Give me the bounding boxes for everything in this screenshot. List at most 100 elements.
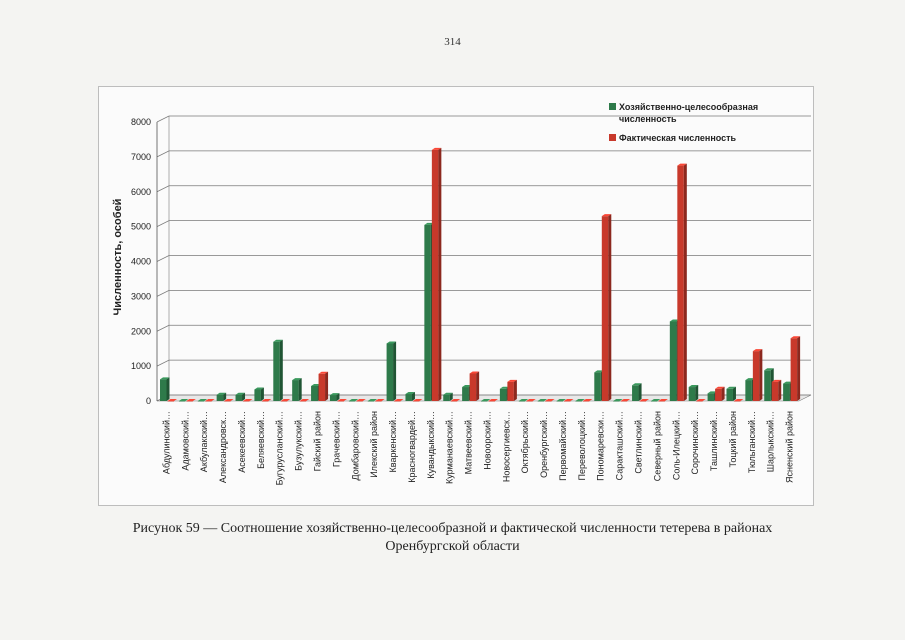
bar-series1-top bbox=[650, 399, 661, 401]
grid-layer bbox=[156, 115, 812, 402]
bar-series1-front bbox=[575, 401, 582, 402]
bar-series2 bbox=[431, 147, 442, 401]
bar-series1-top bbox=[424, 222, 434, 225]
bar-series2 bbox=[601, 214, 612, 401]
bar-series1-front bbox=[745, 380, 752, 401]
gridline bbox=[156, 115, 811, 123]
bar-series2-front bbox=[337, 401, 344, 402]
axis-layer: 0 1000 2000 3000 4000 5000 6000 7000 8000 Абдулин… bbox=[131, 117, 795, 485]
bar-series2-top bbox=[224, 399, 234, 401]
x-tick-label: Грачевский… bbox=[331, 411, 341, 467]
bar-series2 bbox=[394, 399, 404, 402]
y-axis-label: Численность, особей bbox=[112, 199, 124, 316]
bar-series1 bbox=[632, 383, 642, 401]
bar-series1-top bbox=[537, 399, 548, 401]
bar-series1-side bbox=[638, 383, 642, 401]
bar-series2-front bbox=[752, 351, 760, 401]
bar-series2-top bbox=[620, 399, 631, 401]
bar-series2-top bbox=[243, 399, 253, 401]
bar-series2 bbox=[658, 399, 668, 402]
bar-series2-top bbox=[715, 386, 725, 389]
bar-series1-front bbox=[292, 380, 299, 401]
caption-line-1: Рисунок 59 — Соотношение хозяйственно-це… bbox=[132, 521, 773, 536]
bar-series2-top bbox=[431, 147, 442, 150]
bar-series2 bbox=[412, 399, 423, 402]
bar-series2 bbox=[261, 399, 272, 402]
bar-series2 bbox=[620, 399, 631, 402]
y-tick-label: 8000 bbox=[131, 117, 151, 127]
bar-series2-front bbox=[356, 401, 363, 402]
bar-series1 bbox=[537, 399, 548, 402]
bar-series2 bbox=[205, 399, 215, 402]
bar-chart: 0 1000 2000 3000 4000 5000 6000 7000 8000 Абдулин… bbox=[112, 102, 812, 485]
bar-series2-top bbox=[677, 163, 687, 166]
bar-series1 bbox=[273, 339, 283, 401]
bar-series1 bbox=[348, 399, 359, 402]
bar-series1-top bbox=[481, 399, 491, 401]
x-tick-label: Новоорский… bbox=[482, 411, 492, 470]
bar-series2 bbox=[564, 399, 574, 402]
bar-series1-front bbox=[424, 224, 431, 401]
x-tick-label: Новосергиевск… bbox=[501, 411, 511, 482]
bar-series1-top bbox=[575, 399, 585, 401]
bar-series1-front bbox=[707, 393, 715, 401]
bar-series2 bbox=[790, 336, 801, 401]
y-tick-label: 3000 bbox=[131, 291, 151, 301]
bar-series2-top bbox=[375, 399, 385, 401]
x-tick-label: Красногвардей… bbox=[407, 411, 417, 483]
bar-series2-front bbox=[658, 401, 665, 402]
bar-series1-top bbox=[367, 399, 378, 401]
bar-series1 bbox=[329, 393, 340, 401]
bar-series1 bbox=[367, 399, 378, 402]
x-tick-label: Илекский район bbox=[369, 411, 379, 478]
chart-frame: 0 1000 2000 3000 4000 5000 6000 7000 8000 Абдулин… bbox=[98, 86, 814, 506]
x-tick-label: Домбаровский… bbox=[350, 411, 360, 480]
bar-series1 bbox=[726, 386, 736, 401]
bar-series1-front bbox=[518, 401, 526, 402]
bar-series1-top bbox=[594, 370, 604, 373]
bar-series1-top bbox=[235, 392, 246, 395]
bar-series1-front bbox=[254, 389, 261, 401]
bar-series1-front bbox=[764, 370, 771, 401]
bar-series2-front bbox=[412, 401, 420, 402]
x-tick-label: Гайский район bbox=[313, 411, 323, 471]
bar-series2-front bbox=[469, 373, 477, 401]
bar-series2-top bbox=[412, 399, 423, 401]
bar-series1 bbox=[386, 341, 397, 401]
bar-series2 bbox=[752, 349, 763, 401]
bar-series2-front bbox=[639, 401, 647, 402]
bar-series2 bbox=[356, 399, 366, 402]
bar-series2 bbox=[545, 399, 555, 402]
bar-series2-front bbox=[450, 401, 458, 402]
bar-series2-top bbox=[639, 399, 650, 401]
bar-series1-top bbox=[556, 399, 567, 401]
bar-series2-top bbox=[564, 399, 574, 401]
x-tick-label: Шарлыкский… bbox=[766, 411, 776, 472]
bar-series1-top bbox=[688, 385, 699, 388]
bar-series2-top bbox=[280, 399, 291, 401]
bar-series1-front bbox=[669, 321, 677, 401]
legend: Хозяйственно-целесообразная численность … bbox=[609, 102, 758, 143]
bar-series1-top bbox=[160, 377, 170, 380]
bar-series1-front bbox=[235, 394, 243, 401]
bar-series1-top bbox=[726, 386, 736, 389]
bar-series1-top bbox=[783, 381, 793, 384]
gridline bbox=[156, 220, 811, 227]
bar-series1-front bbox=[783, 383, 790, 401]
bar-series1 bbox=[197, 399, 208, 402]
bar-series1 bbox=[481, 399, 491, 402]
legend-label-series1-line1: Хозяйственно-целесообразная bbox=[619, 102, 758, 112]
bar-series2-front bbox=[733, 401, 741, 402]
gridline bbox=[156, 359, 811, 367]
y-tick-label: 7000 bbox=[131, 152, 151, 162]
bar-series1-top bbox=[518, 399, 529, 401]
bar-series1-top bbox=[613, 399, 623, 401]
bar-series1 bbox=[405, 392, 415, 401]
gridline bbox=[156, 150, 811, 158]
legend-swatch-series1 bbox=[609, 103, 616, 110]
x-tick-label: Пономаревски… bbox=[596, 411, 606, 481]
x-tick-label: Матвеевский… bbox=[464, 411, 474, 474]
bar-series1-top bbox=[632, 383, 642, 386]
bar-series2-top bbox=[205, 399, 215, 401]
bar-series1-top bbox=[254, 387, 264, 390]
